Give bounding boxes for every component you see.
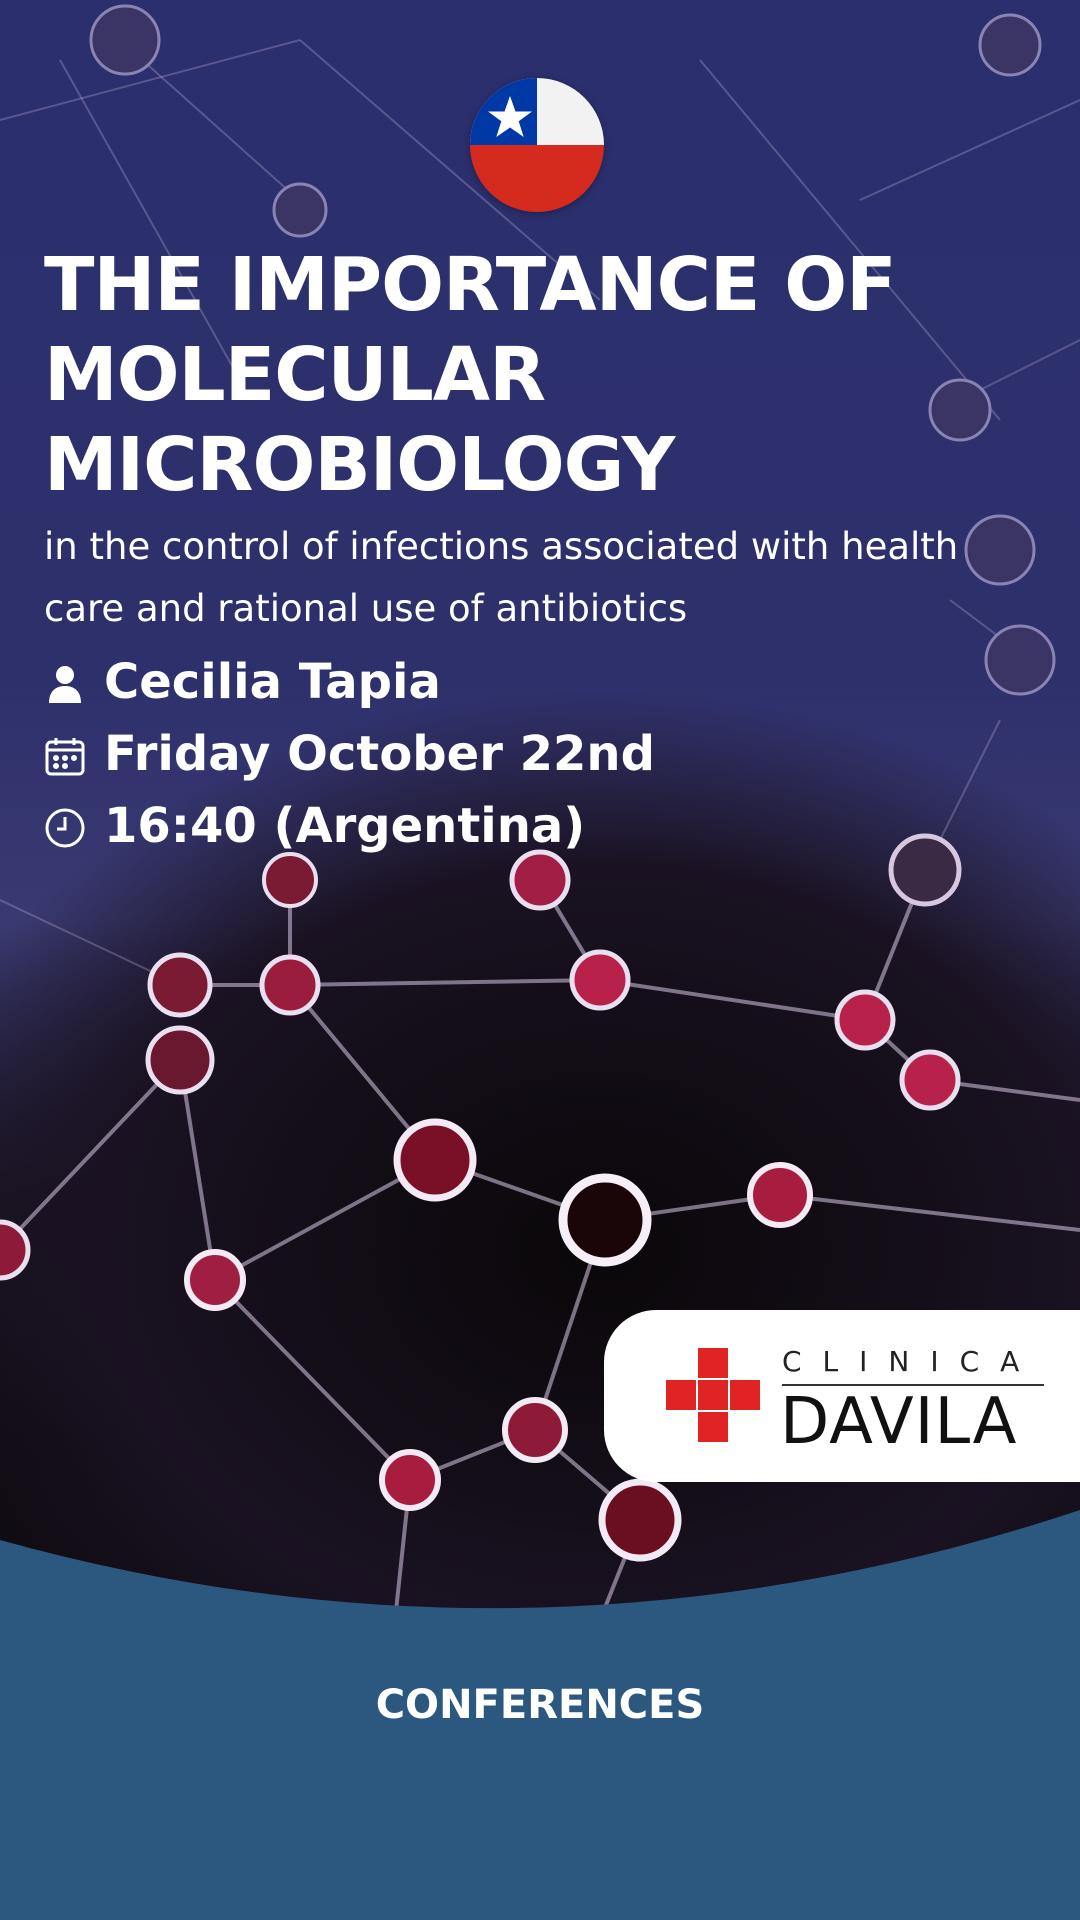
time-row: 16:40 (Argentina) bbox=[44, 796, 585, 856]
date-row: Friday October 22nd bbox=[44, 724, 655, 784]
speaker-name: Cecilia Tapia bbox=[104, 654, 441, 710]
clock-icon bbox=[44, 805, 86, 848]
event-title: THE IMPORTANCE OF MOLECULAR MICROBIOLOGY bbox=[44, 242, 897, 508]
speaker-row: Cecilia Tapia bbox=[44, 652, 441, 712]
footer-band bbox=[0, 1510, 1080, 1920]
logo-divider bbox=[782, 1384, 1044, 1386]
clinica-davila-logo: CLINICA DAVILA bbox=[604, 1310, 1080, 1482]
chile-flag-icon bbox=[470, 78, 604, 212]
network-nodes bbox=[0, 4, 1056, 1562]
event-subtitle: in the control of infections associated … bbox=[44, 525, 959, 630]
event-time: 16:40 (Argentina) bbox=[104, 798, 586, 854]
person-icon bbox=[44, 661, 86, 703]
red-cross-icon bbox=[666, 1348, 760, 1442]
event-date: Friday October 22nd bbox=[104, 726, 655, 782]
calendar-icon bbox=[44, 733, 86, 776]
logo-text-top: CLINICA bbox=[782, 1345, 1041, 1378]
footer-label: CONFERENCES bbox=[375, 1682, 705, 1728]
logo-text-main: DAVILA bbox=[780, 1385, 1018, 1459]
